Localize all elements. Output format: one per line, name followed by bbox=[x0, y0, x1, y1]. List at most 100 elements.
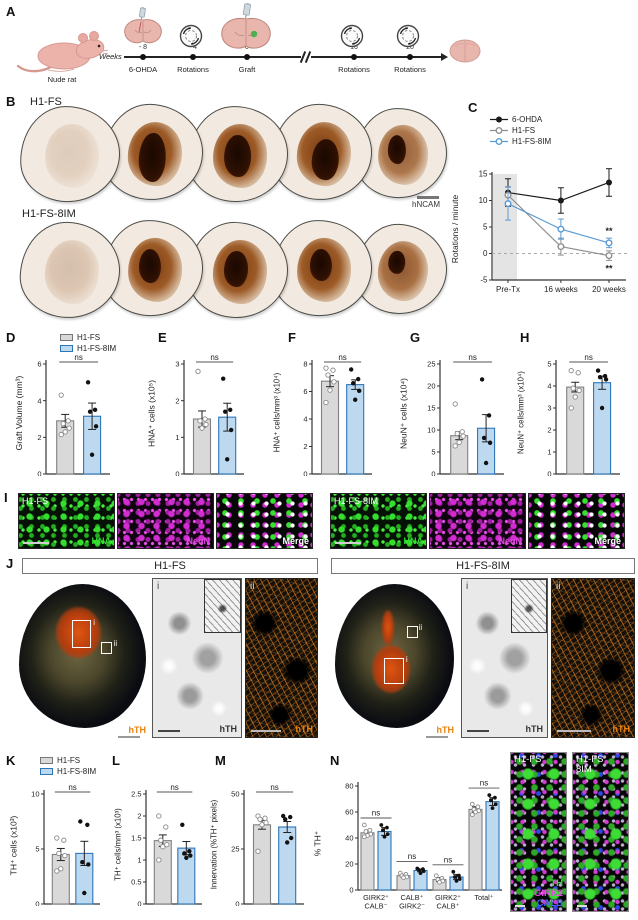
svg-text:4: 4 bbox=[37, 396, 41, 405]
scalebar bbox=[467, 730, 489, 732]
svg-text:1.5: 1.5 bbox=[131, 834, 141, 843]
scalebar bbox=[158, 730, 180, 732]
svg-text:10: 10 bbox=[427, 426, 435, 435]
svg-text:CALB⁺: CALB⁺ bbox=[437, 902, 460, 911]
panelJ-left-overview: i ii hTH bbox=[15, 578, 150, 738]
panel-letter-L: L bbox=[112, 753, 120, 768]
inset-zoom-box bbox=[511, 579, 547, 633]
panelN-chart: 0 20 40 60 80 ns GIRK2⁺ CALB⁻ ns CALB⁺ GIRK2⁻ ns GIR… bbox=[338, 776, 504, 920]
micrograph-title: H1-FS bbox=[22, 496, 49, 506]
legend-label: H1-FS-8IM bbox=[77, 344, 117, 353]
svg-text:ns: ns bbox=[408, 852, 416, 861]
scalebar bbox=[515, 905, 525, 907]
panelE-ylabel: HNA⁺ cells (x10⁵) bbox=[146, 379, 157, 448]
panel-letter-B: B bbox=[6, 94, 16, 109]
panel-letter-M: M bbox=[215, 753, 226, 768]
panelB-scalebar bbox=[417, 196, 439, 199]
svg-text:1: 1 bbox=[137, 856, 141, 865]
svg-text:0: 0 bbox=[547, 470, 551, 476]
panelH-ylabel: NeuN⁺ cells/mm³ (x10⁴) bbox=[516, 371, 526, 454]
inset-box-ii bbox=[407, 626, 419, 638]
svg-text:ns: ns bbox=[210, 353, 218, 362]
micrograph-Merge: Merge bbox=[216, 493, 313, 549]
svg-text:25: 25 bbox=[231, 845, 239, 854]
timeline-arrowhead bbox=[441, 53, 448, 61]
svg-text:ns: ns bbox=[584, 353, 592, 362]
svg-text:ns: ns bbox=[74, 353, 82, 362]
panel-letter-I: I bbox=[4, 490, 8, 505]
timeline-break bbox=[299, 51, 311, 63]
legend-entry: H1-FS bbox=[490, 125, 551, 136]
hTH-label: hTH bbox=[525, 724, 544, 734]
svg-text:ns: ns bbox=[480, 779, 488, 788]
panelN-image-H1-FS: H1-FS TH GIRK2 CALB bbox=[510, 752, 567, 912]
panelL-chart: 0 0.5 1 1.5 2 2.5 ns bbox=[130, 778, 204, 909]
svg-text:2.5: 2.5 bbox=[131, 790, 141, 799]
scalebar bbox=[557, 730, 591, 732]
svg-text:GIRK2⁻: GIRK2⁻ bbox=[399, 902, 425, 911]
micrograph-NeuN: NeuN bbox=[117, 493, 214, 549]
panelJ-right-header: H1-FS-8IM bbox=[331, 558, 635, 574]
panelD-ylabel: Graft Volume (mm³) bbox=[14, 375, 24, 451]
svg-text:5: 5 bbox=[547, 360, 551, 369]
hTH-label: hTH bbox=[219, 724, 238, 734]
svg-text:0: 0 bbox=[235, 900, 239, 906]
panelC-legend: 6-OHDA H1-FS H1-FS-8IM bbox=[490, 114, 551, 147]
inset-box-i bbox=[384, 658, 405, 684]
event-dot bbox=[351, 54, 357, 60]
panelH-chart: 0 1 2 3 4 5 ns bbox=[540, 348, 622, 479]
channel-label-GIRK2: GIRK2 bbox=[533, 888, 563, 899]
legend-swatch-gray bbox=[40, 757, 53, 764]
svg-text:1: 1 bbox=[547, 448, 551, 457]
event-label: Rotations bbox=[394, 65, 426, 74]
panel-letter-H: H bbox=[520, 330, 530, 345]
legend-entry: 6-OHDA bbox=[490, 114, 551, 125]
svg-text:15: 15 bbox=[479, 170, 488, 179]
rotometer-icon bbox=[179, 24, 203, 53]
legend-swatch-blue bbox=[40, 768, 53, 775]
inset-label-i: i bbox=[405, 654, 408, 664]
panelN-ylabel: % TH⁺ bbox=[312, 830, 323, 857]
svg-text:ns: ns bbox=[372, 809, 380, 818]
panel-letter-E: E bbox=[158, 330, 167, 345]
event-label: 6-OHDA bbox=[128, 65, 158, 74]
panelB-stain-label: hNCAM bbox=[412, 200, 441, 209]
event-dot bbox=[140, 54, 146, 60]
panelB-row2-label: H1-FS-8IM bbox=[22, 208, 76, 220]
svg-text:0: 0 bbox=[35, 900, 39, 906]
event-label: Rotations bbox=[338, 65, 370, 74]
svg-text:ns: ns bbox=[68, 783, 76, 792]
channel-label-TH: TH bbox=[550, 878, 563, 889]
svg-text:80: 80 bbox=[345, 782, 353, 791]
svg-text:ns: ns bbox=[170, 783, 178, 792]
svg-text:0: 0 bbox=[303, 470, 307, 476]
panelC-ylabel: Rotations / minute bbox=[450, 194, 460, 264]
panelJ-left-header: H1-FS bbox=[22, 558, 318, 574]
channel-label-NeuN: NeuN bbox=[186, 536, 210, 546]
channel-label-NeuN: NeuN bbox=[498, 536, 522, 546]
channel-label-HNA: HNA bbox=[403, 536, 424, 546]
nude-rat-caption: Nude rat bbox=[47, 75, 77, 84]
panelN-image-H1-FS-8IM: H1-FS 8IM bbox=[572, 752, 629, 912]
svg-text:1: 1 bbox=[175, 433, 179, 442]
panelM-chart: 0 25 50 ns bbox=[228, 778, 306, 909]
svg-text:3: 3 bbox=[175, 360, 179, 369]
panelG-ylabel: NeuN⁺ cells (x10⁴) bbox=[398, 378, 409, 449]
event-week: 20 bbox=[406, 44, 414, 51]
scalebar bbox=[577, 905, 587, 907]
inset-box-i bbox=[71, 619, 91, 648]
svg-text:0: 0 bbox=[175, 470, 179, 476]
svg-text:2: 2 bbox=[137, 812, 141, 821]
panelB-row1-label: H1-FS bbox=[30, 96, 62, 108]
hTH-label: hTH bbox=[612, 724, 631, 734]
legend-swatch-gray bbox=[60, 334, 73, 341]
legend-label: H1-FS bbox=[57, 756, 81, 765]
hTH-label: hTH bbox=[436, 725, 455, 735]
panel-letter-G: G bbox=[410, 330, 421, 345]
panelM-ylabel: Innervation (%TH⁺ pixels) bbox=[209, 799, 219, 890]
svg-text:20 weeks: 20 weeks bbox=[592, 285, 626, 294]
svg-text:0: 0 bbox=[137, 900, 141, 906]
svg-text:**: ** bbox=[605, 226, 613, 236]
image-title-line1: H1-FS bbox=[576, 754, 604, 765]
